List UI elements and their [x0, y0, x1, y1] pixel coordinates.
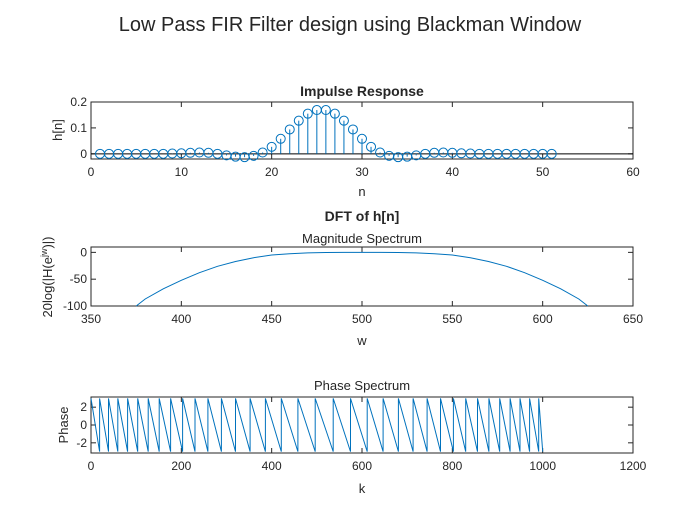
- impulse-marker: [275, 133, 286, 144]
- impulse-ytick-label: 0: [80, 147, 87, 161]
- impulse-ytick-label: 0.1: [70, 121, 87, 135]
- impulse-marker: [302, 108, 313, 119]
- impulse-marker: [248, 150, 259, 161]
- impulse-response-title: Impulse Response: [300, 83, 424, 99]
- impulse-xtick-label: 60: [626, 165, 640, 179]
- impulse-marker: [293, 115, 304, 126]
- impulse-ticks: 0 10 20 30 40 50 60 0 0.1 0.2: [70, 95, 640, 179]
- phase-xtick-label: 0: [88, 459, 95, 473]
- impulse-xtick-label: 40: [446, 165, 460, 179]
- impulse-xtick-label: 30: [355, 165, 369, 179]
- phase-xlabel: k: [359, 481, 366, 496]
- phase-xtick-label: 200: [171, 459, 191, 473]
- impulse-marker: [266, 141, 277, 152]
- impulse-xtick-label: 10: [175, 165, 189, 179]
- impulse-marker: [284, 124, 295, 135]
- phase-xtick-label: 600: [352, 459, 372, 473]
- phase-xtick-label: 1000: [529, 459, 556, 473]
- magnitude-xtick-label: 350: [81, 312, 101, 326]
- magnitude-xtick-label: 400: [171, 312, 191, 326]
- magnitude-xtick-label: 650: [623, 312, 643, 326]
- magnitude-spectrum-axes: DFT of h[n] Magnitude Spectrum 350 400 450…: [39, 208, 643, 348]
- magnitude-ylabel-post: )|): [40, 236, 55, 248]
- magnitude-xtick-label: 450: [262, 312, 282, 326]
- magnitude-curve: [135, 251, 589, 307]
- phase-ytick-label: -2: [76, 436, 87, 450]
- phase-spectrum-title: Phase Spectrum: [314, 378, 410, 393]
- phase-ytick-label: 2: [80, 400, 87, 414]
- impulse-marker: [347, 124, 358, 135]
- impulse-xtick-label: 0: [88, 165, 95, 179]
- impulse-stems: [91, 105, 633, 163]
- magnitude-ytick-label: 0: [80, 245, 87, 259]
- magnitude-ticks: 350 400 450 500 550 600 650 -100 -50 0: [63, 245, 643, 326]
- magnitude-xtick-label: 500: [352, 312, 372, 326]
- phase-xtick-label: 800: [442, 459, 462, 473]
- magnitude-ylabel-pre: 20log(|H(e: [40, 257, 55, 317]
- magnitude-ylabel: 20log(|H(ejw)|): [39, 236, 55, 317]
- impulse-xlabel: n: [358, 184, 365, 199]
- phase-ytick-label: 0: [80, 418, 87, 432]
- figure-title: Low Pass FIR Filter design using Blackma…: [119, 14, 582, 36]
- phase-xtick-label: 400: [262, 459, 282, 473]
- magnitude-ylabel-sup: jw: [39, 248, 49, 258]
- impulse-ylabel: h[n]: [50, 119, 65, 141]
- phase-curve-group: [90, 398, 544, 452]
- phase-ylabel: Phase: [56, 407, 71, 444]
- magnitude-spectrum-title: Magnitude Spectrum: [302, 231, 422, 246]
- impulse-marker: [320, 105, 331, 116]
- impulse-marker: [546, 148, 557, 159]
- phase-spectrum-axes: Phase Spectrum 0 200 400 600 800 1000 1200-202…: [56, 378, 647, 496]
- magnitude-ytick-label: -50: [70, 272, 88, 286]
- magnitude-xlabel: w: [356, 333, 367, 348]
- phase-ticks: 0 200 400 600 800 1000 1200-202: [76, 397, 647, 473]
- impulse-marker: [338, 115, 349, 126]
- phase-curve: [90, 398, 544, 452]
- impulse-marker: [366, 141, 377, 152]
- impulse-marker: [257, 147, 268, 158]
- impulse-marker: [357, 133, 367, 144]
- dft-suptitle: DFT of h[n]: [325, 208, 400, 224]
- magnitude-curve-group: [135, 251, 589, 307]
- impulse-marker: [375, 147, 386, 158]
- magnitude-xtick-label: 550: [442, 312, 462, 326]
- magnitude-ytick-label: -100: [63, 299, 87, 313]
- impulse-ytick-label: 0.2: [70, 95, 87, 109]
- impulse-xtick-label: 50: [536, 165, 550, 179]
- magnitude-xtick-label: 600: [533, 312, 553, 326]
- impulse-xtick-label: 20: [265, 165, 279, 179]
- impulse-marker: [329, 108, 340, 119]
- phase-xtick-label: 1200: [620, 459, 647, 473]
